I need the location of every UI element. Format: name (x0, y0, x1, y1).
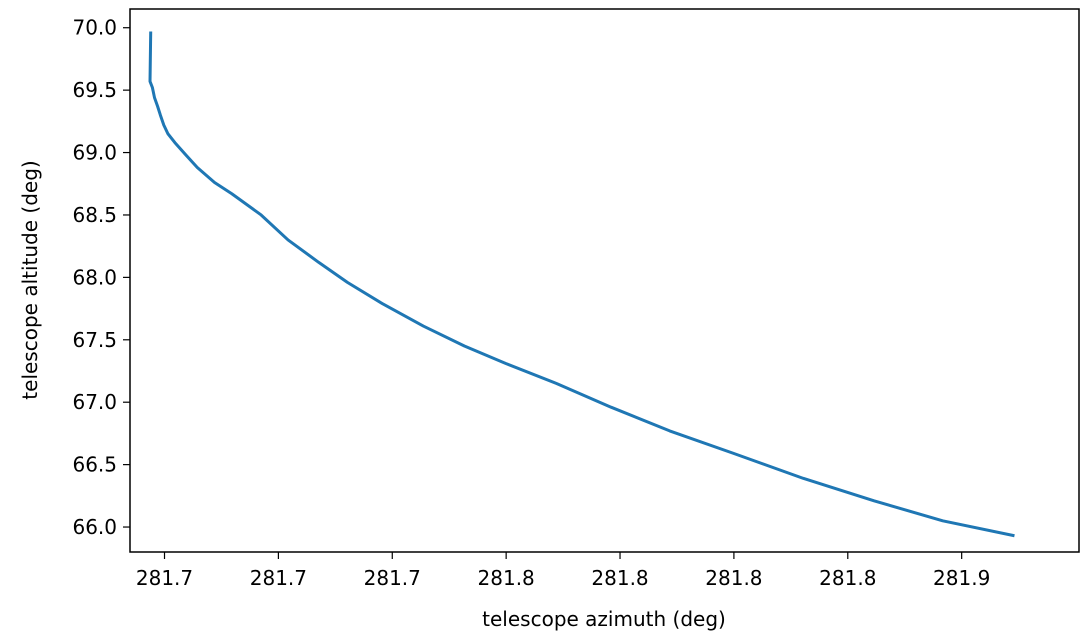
x-tick-label: 281.9 (933, 566, 990, 590)
x-tick-label: 281.7 (136, 566, 193, 590)
x-tick-label: 281.8 (705, 566, 762, 590)
plot-frame (129, 8, 1080, 553)
x-tick-label: 281.7 (364, 566, 421, 590)
y-axis-label: telescope altitude (deg) (18, 160, 42, 399)
y-tick-label: 69.0 (72, 141, 117, 165)
y-tick-label: 67.0 (72, 390, 117, 414)
y-axis: 66.0 66.5 67.0 67.5 68.0 68.5 69.0 69.5 70.0 (72, 16, 130, 539)
x-tick-label: 281.8 (478, 566, 535, 590)
x-tick-label: 281.7 (250, 566, 307, 590)
y-tick-label: 66.5 (72, 453, 117, 477)
x-tick-label: 281.8 (591, 566, 648, 590)
y-tick-label: 68.0 (72, 265, 117, 289)
x-tick-label: 281.8 (819, 566, 876, 590)
altitude-vs-azimuth-line (148, 31, 1015, 538)
x-axis-label: telescope azimuth (deg) (482, 607, 726, 631)
x-axis: 281.7 281.7 281.7 281.8 281.8 281.8 281.8 281.9 (136, 552, 990, 590)
y-tick-label: 67.5 (72, 328, 117, 352)
y-tick-label: 70.0 (72, 16, 117, 40)
y-tick-label: 68.5 (72, 203, 117, 227)
y-tick-label: 69.5 (72, 78, 117, 102)
y-tick-label: 66.0 (72, 515, 117, 539)
